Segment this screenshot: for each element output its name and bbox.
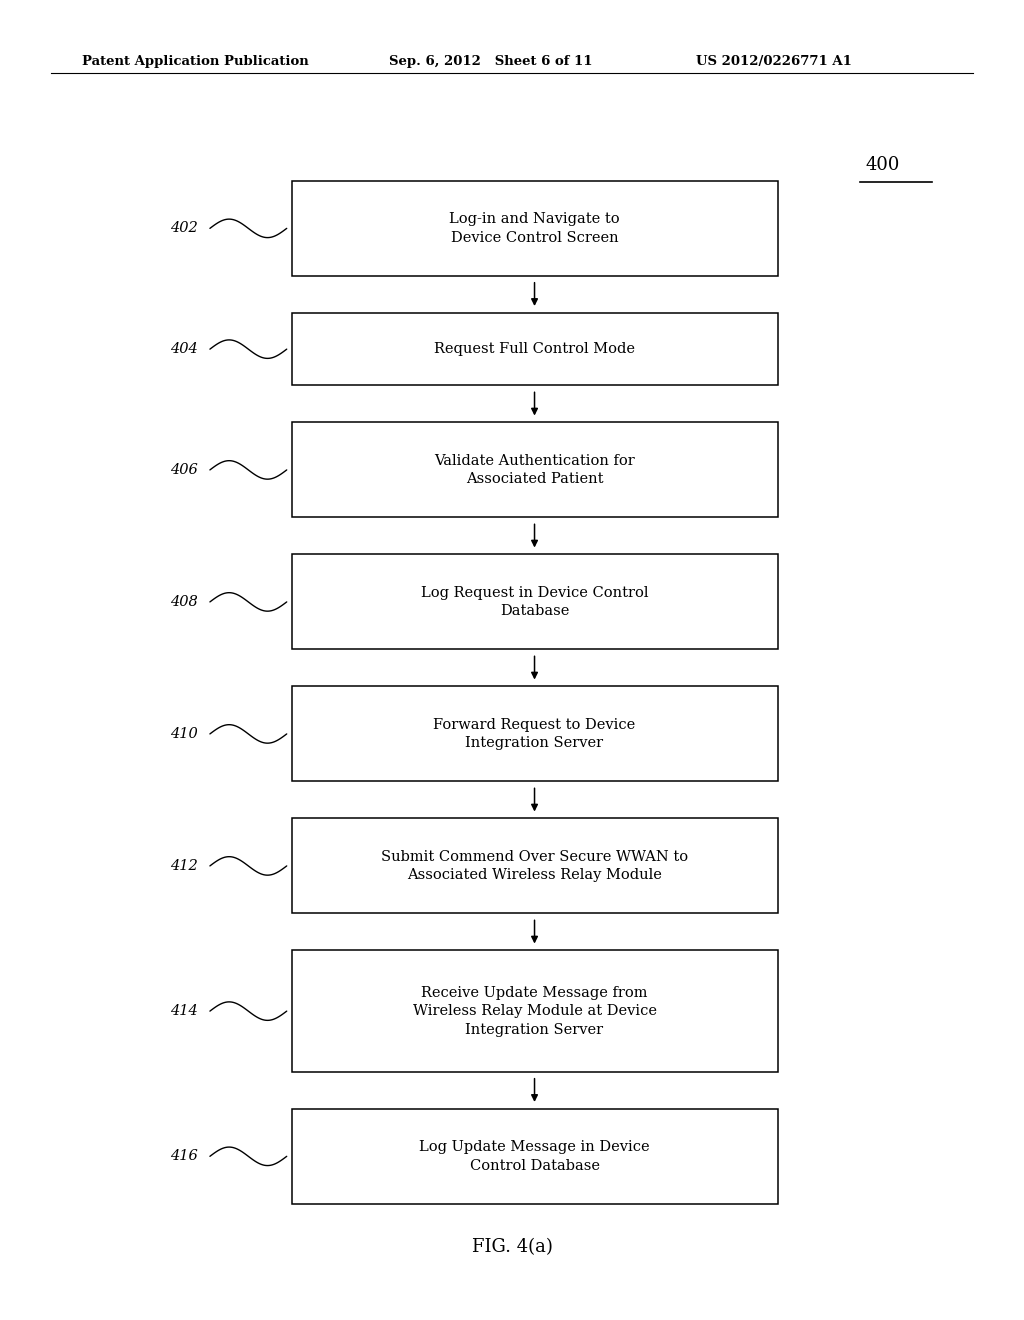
Bar bbox=[292, 554, 778, 649]
Text: Validate Authentication for
Associated Patient: Validate Authentication for Associated P… bbox=[434, 454, 635, 486]
Text: 416: 416 bbox=[170, 1150, 199, 1163]
Text: 410: 410 bbox=[170, 727, 199, 741]
Text: US 2012/0226771 A1: US 2012/0226771 A1 bbox=[696, 55, 852, 69]
Text: Forward Request to Device
Integration Server: Forward Request to Device Integration Se… bbox=[433, 718, 636, 750]
Text: 414: 414 bbox=[170, 1005, 199, 1018]
Text: 412: 412 bbox=[170, 859, 199, 873]
Text: 406: 406 bbox=[170, 463, 199, 477]
Text: 408: 408 bbox=[170, 595, 199, 609]
Bar bbox=[292, 313, 778, 385]
Text: 402: 402 bbox=[170, 222, 199, 235]
Text: Log Update Message in Device
Control Database: Log Update Message in Device Control Dat… bbox=[419, 1140, 650, 1172]
Text: Log Request in Device Control
Database: Log Request in Device Control Database bbox=[421, 586, 648, 618]
Bar bbox=[292, 950, 778, 1072]
Text: Patent Application Publication: Patent Application Publication bbox=[82, 55, 308, 69]
Text: Receive Update Message from
Wireless Relay Module at Device
Integration Server: Receive Update Message from Wireless Rel… bbox=[413, 986, 656, 1036]
Bar bbox=[292, 1109, 778, 1204]
Text: Submit Commend Over Secure WWAN to
Associated Wireless Relay Module: Submit Commend Over Secure WWAN to Assoc… bbox=[381, 850, 688, 882]
Text: 400: 400 bbox=[865, 156, 900, 174]
Text: 404: 404 bbox=[170, 342, 199, 356]
Text: FIG. 4(a): FIG. 4(a) bbox=[472, 1238, 552, 1257]
Bar bbox=[292, 181, 778, 276]
Text: Request Full Control Mode: Request Full Control Mode bbox=[434, 342, 635, 356]
Bar bbox=[292, 422, 778, 517]
Bar bbox=[292, 818, 778, 913]
Text: Sep. 6, 2012   Sheet 6 of 11: Sep. 6, 2012 Sheet 6 of 11 bbox=[389, 55, 593, 69]
Text: Log-in and Navigate to
Device Control Screen: Log-in and Navigate to Device Control Sc… bbox=[450, 213, 620, 244]
Bar bbox=[292, 686, 778, 781]
